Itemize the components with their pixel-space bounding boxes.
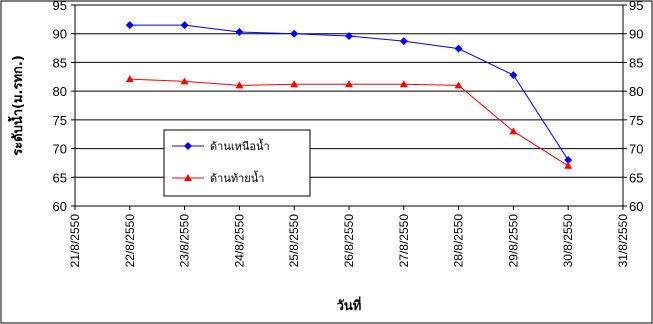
x-tick-label: 29/8/2550 [506, 214, 520, 268]
x-tick-label: 23/8/2550 [178, 214, 192, 268]
y-tick-label: 60 [53, 199, 67, 214]
legend-items: ด้านเหนือน้ำด้านท้ายน้ำ [172, 138, 270, 185]
x-tick-label: 21/8/2550 [68, 214, 82, 268]
data-point-triangle [399, 80, 408, 88]
y2-tick-label: 80 [629, 84, 643, 99]
legend-label-1: ด้านท้ายน้ำ [210, 170, 264, 185]
x-axis-title: วันที่ [337, 296, 362, 314]
y-tick-label: 95 [53, 0, 67, 13]
x-tick-label: 27/8/2550 [397, 214, 411, 268]
x-tick-label: 22/8/2550 [123, 214, 137, 268]
data-point-triangle [235, 81, 244, 89]
data-point-diamond [180, 21, 189, 30]
y2-tick-label: 85 [629, 55, 643, 70]
data-point-diamond [235, 27, 244, 36]
legend-marker-triangle [184, 174, 192, 181]
data-point-diamond [454, 44, 463, 53]
x-tick-label: 30/8/2550 [561, 214, 575, 268]
y2-tick-label: 70 [629, 142, 643, 157]
data-point-triangle [454, 81, 463, 89]
data-point-triangle [290, 80, 299, 88]
data-point-diamond [399, 37, 408, 46]
y-axis-title: ระดับน้ำ(ม.รทก.) [7, 55, 26, 156]
data-point-triangle [125, 75, 134, 83]
y-tick-label: 80 [53, 84, 67, 99]
y-tick-label: 85 [53, 55, 67, 70]
x-tick-label: 25/8/2550 [287, 214, 301, 268]
y-tick-label: 65 [53, 170, 67, 185]
y-tick-label: 70 [53, 142, 67, 157]
y-axis-ticks: 60 65 70 75 80 85 90 95 [53, 0, 67, 214]
x-tick-label: 28/8/2550 [452, 214, 466, 268]
y2-tick-label: 95 [629, 0, 643, 13]
y-tick-label: 75 [53, 113, 67, 128]
legend-label-0: ด้านเหนือน้ำ [210, 138, 270, 153]
series-layer [125, 21, 573, 169]
data-point-triangle [564, 161, 573, 169]
legend: ด้านเหนือน้ำด้านท้ายน้ำ [163, 129, 311, 197]
data-point-diamond [345, 32, 353, 41]
y2-tick-label: 90 [629, 27, 643, 42]
y2-axis-ticks: 60 65 70 75 80 85 90 95 [629, 0, 643, 214]
y-tick-label: 90 [53, 27, 67, 42]
x-tick-label: 31/8/2550 [616, 214, 630, 268]
legend-box [163, 129, 311, 197]
data-point-triangle [345, 80, 353, 88]
data-point-triangle [509, 127, 518, 135]
x-tick-label: 24/8/2550 [232, 214, 246, 268]
legend-marker-diamond [184, 142, 192, 150]
y2-tick-label: 60 [629, 199, 643, 214]
y2-tick-label: 75 [629, 113, 643, 128]
data-point-diamond [509, 71, 518, 80]
data-point-triangle [180, 77, 189, 85]
y2-tick-label: 65 [629, 170, 643, 185]
x-tick-label: 26/8/2550 [342, 214, 356, 268]
x-axis-ticks: 21/8/2550 22/8/2550 23/8/2550 24/8/2550 25/8… [68, 214, 630, 268]
data-point-diamond [290, 29, 299, 38]
data-point-diamond [564, 156, 573, 165]
data-point-diamond [125, 21, 134, 30]
